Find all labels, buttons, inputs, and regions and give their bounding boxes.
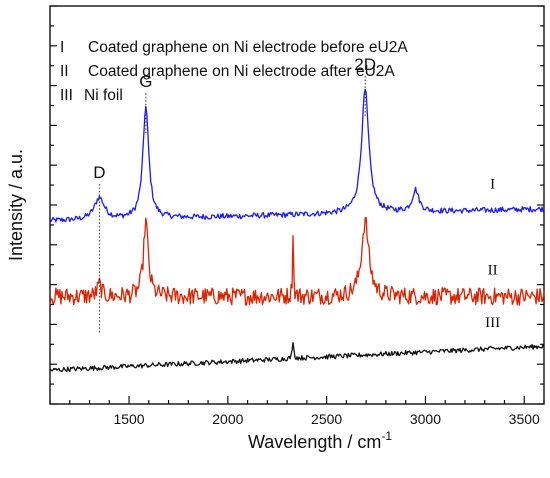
x-tick-label: 3500 bbox=[509, 411, 540, 427]
x-tick-label: 3000 bbox=[410, 411, 441, 427]
x-tick-label: 2000 bbox=[212, 411, 243, 427]
series-label-II: II bbox=[488, 263, 498, 279]
x-axis-label-text: Wavelength / cm bbox=[248, 432, 381, 452]
x-axis-label-exponent: -1 bbox=[381, 429, 392, 443]
legend-numeral: I bbox=[60, 39, 64, 56]
legend-numeral: II bbox=[60, 63, 69, 80]
series-label-III: III bbox=[485, 315, 500, 331]
spectrum-traces bbox=[49, 88, 545, 373]
legend: I Coated graphene on Ni electrode before … bbox=[60, 39, 408, 104]
peak-label-G: G bbox=[139, 72, 152, 91]
series-line-III bbox=[49, 342, 545, 373]
legend-text: Coated graphene on Ni electrode after eU… bbox=[88, 63, 395, 80]
peak-markers: D G 2D bbox=[93, 55, 376, 333]
x-axis-label: Wavelength / cm-1 bbox=[248, 429, 392, 452]
peak-label-2D: 2D bbox=[354, 55, 376, 74]
series-label-I: I bbox=[490, 176, 495, 192]
series-line-II bbox=[49, 216, 545, 306]
x-tick-label: 1500 bbox=[113, 411, 144, 427]
y-axis-label: Intensity / a.u. bbox=[6, 149, 26, 261]
legend-text: Coated graphene on Ni electrode before e… bbox=[88, 39, 408, 56]
peak-label-D: D bbox=[93, 163, 105, 182]
legend-text: Ni foil bbox=[84, 87, 123, 104]
series-line-I bbox=[49, 88, 545, 223]
axis-ticks: 1500 2000 2500 3000 3500 bbox=[49, 5, 545, 427]
legend-numeral: III bbox=[60, 87, 73, 104]
x-tick-label: 2500 bbox=[311, 411, 342, 427]
